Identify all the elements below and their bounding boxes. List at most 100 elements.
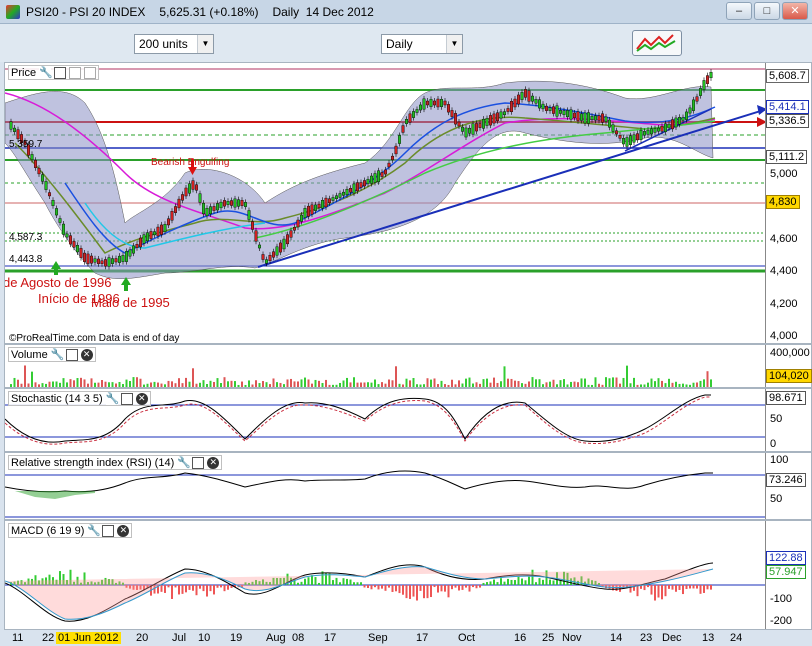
- volume-bar: [671, 382, 674, 387]
- candle-body: [464, 127, 468, 138]
- x-tick: 13: [702, 632, 715, 644]
- volume-panel[interactable]: Volume 🔧 ✕ 400,000 104,020: [4, 344, 812, 388]
- expand-icon[interactable]: [69, 66, 82, 79]
- macd-histogram-bar: [188, 585, 191, 590]
- close-button[interactable]: ✕: [782, 2, 808, 20]
- macd-histogram-bar: [342, 578, 345, 585]
- period-select[interactable]: Daily ▼: [381, 34, 463, 54]
- macd-histogram-bar: [206, 585, 208, 597]
- add-indicator-button[interactable]: [632, 30, 682, 56]
- close-icon[interactable]: ✕: [207, 456, 220, 469]
- wrench-icon[interactable]: 🔧: [177, 456, 191, 469]
- window-icon[interactable]: [120, 392, 133, 405]
- window-icon[interactable]: [102, 524, 115, 537]
- macd-histogram-bar: [272, 577, 275, 585]
- volume-bar: [692, 382, 695, 387]
- volume-bar: [227, 381, 229, 387]
- macd-histogram-bar: [286, 573, 289, 585]
- candle-body: [212, 206, 216, 211]
- candle-body: [215, 203, 219, 211]
- candle-body: [531, 95, 535, 102]
- x-tick: Oct: [458, 632, 476, 644]
- macd-histogram-bar: [416, 585, 418, 601]
- macd-histogram-bar: [419, 585, 422, 591]
- candle-body: [436, 98, 440, 108]
- volume-bar: [195, 383, 198, 387]
- macd-histogram-bar: [153, 585, 156, 594]
- macd-histogram-bar: [468, 585, 471, 592]
- maximize-button[interactable]: □: [754, 2, 780, 20]
- candle-body: [566, 110, 570, 118]
- volume-bar: [216, 378, 219, 387]
- macd-histogram-bar: [108, 579, 110, 585]
- collapse-icon[interactable]: [84, 66, 97, 79]
- volume-bar: [489, 382, 492, 387]
- close-icon[interactable]: ✕: [135, 392, 148, 405]
- volume-bar: [318, 380, 320, 387]
- candle-body: [142, 234, 146, 244]
- candle-body: [440, 99, 444, 107]
- units-select[interactable]: 200 units ▼: [134, 34, 214, 54]
- macd-histogram-bar: [76, 576, 79, 585]
- macd-histogram-bar: [328, 573, 331, 585]
- price-chart[interactable]: Bearish Engulfing de Agosto de 1996 Iníc…: [5, 63, 812, 345]
- wrench-icon[interactable]: 🔧: [105, 392, 120, 405]
- volume-bar: [104, 381, 107, 387]
- candle-body: [187, 183, 191, 194]
- candle-body: [541, 103, 545, 110]
- stochastic-y-axis: 98.671 50 0: [765, 389, 811, 451]
- candle-body: [625, 137, 629, 147]
- bullish-signal-arrow-icon: [54, 269, 58, 275]
- volume-bar: [69, 379, 72, 387]
- volume-bar: [615, 377, 618, 387]
- candle-body: [89, 255, 93, 264]
- minimize-button[interactable]: –: [726, 2, 752, 20]
- macd-y-tick-neg100: -100: [770, 593, 793, 605]
- candle-body: [695, 96, 699, 102]
- bearish-signal-arrow-icon: [188, 167, 197, 175]
- x-tick: Sep: [368, 632, 388, 644]
- close-icon[interactable]: ✕: [117, 524, 130, 537]
- chevron-down-icon: ▼: [197, 35, 213, 53]
- wrench-icon[interactable]: 🔧: [39, 66, 53, 79]
- window-icon[interactable]: [54, 66, 67, 79]
- volume-bar: [402, 384, 404, 387]
- volume-bar: [682, 383, 684, 387]
- price-y-axis: 5,608.7 5,414.1 5,336.5 5,111.2 5,000 4,…: [765, 63, 811, 343]
- candle-body: [335, 195, 339, 200]
- volume-bar: [192, 368, 194, 387]
- candle-body: [324, 197, 328, 208]
- volume-bar: [640, 384, 642, 387]
- candle-body: [653, 128, 657, 133]
- rsi-chart: [5, 470, 765, 518]
- bullish-signal-arrow-icon: [121, 277, 131, 285]
- candle-body: [352, 183, 356, 194]
- wrench-icon[interactable]: 🔧: [87, 524, 102, 537]
- candle-body: [307, 205, 311, 217]
- rsi-panel[interactable]: Relative strength index (RSI) (14) 🔧 ✕ 1…: [4, 452, 812, 520]
- price-panel[interactable]: Bearish Engulfing de Agosto de 1996 Iníc…: [4, 62, 812, 344]
- macd-histogram-bar: [647, 585, 649, 588]
- volume-bar: [314, 379, 317, 387]
- volume-tag: 104,020: [766, 369, 812, 383]
- close-icon[interactable]: ✕: [80, 348, 93, 361]
- window-icon[interactable]: [65, 348, 78, 361]
- wrench-icon[interactable]: 🔧: [50, 348, 65, 361]
- lower-band-tag: 5,111.2: [766, 150, 808, 164]
- stochastic-panel[interactable]: Stochastic (14 3 5) 🔧 ✕ 98.671 50 0: [4, 388, 812, 452]
- macd-histogram-bar: [52, 577, 54, 585]
- volume-bar: [689, 384, 691, 387]
- macd-panel[interactable]: MACD (6 19 9) 🔧 ✕ 122.88 57.947 -100 -20…: [4, 520, 812, 630]
- candle-body: [328, 198, 332, 203]
- candle-body: [272, 251, 276, 258]
- volume-bar: [304, 377, 306, 387]
- candle-body: [608, 119, 612, 128]
- volume-bar: [31, 371, 33, 387]
- volume-bar: [80, 377, 82, 387]
- macd-histogram-bar: [689, 585, 691, 589]
- macd-histogram-bar: [223, 585, 226, 592]
- macd-histogram-bar: [346, 578, 348, 585]
- candle-body: [296, 219, 300, 228]
- macd-histogram-bar: [251, 581, 254, 585]
- window-icon[interactable]: [192, 456, 205, 469]
